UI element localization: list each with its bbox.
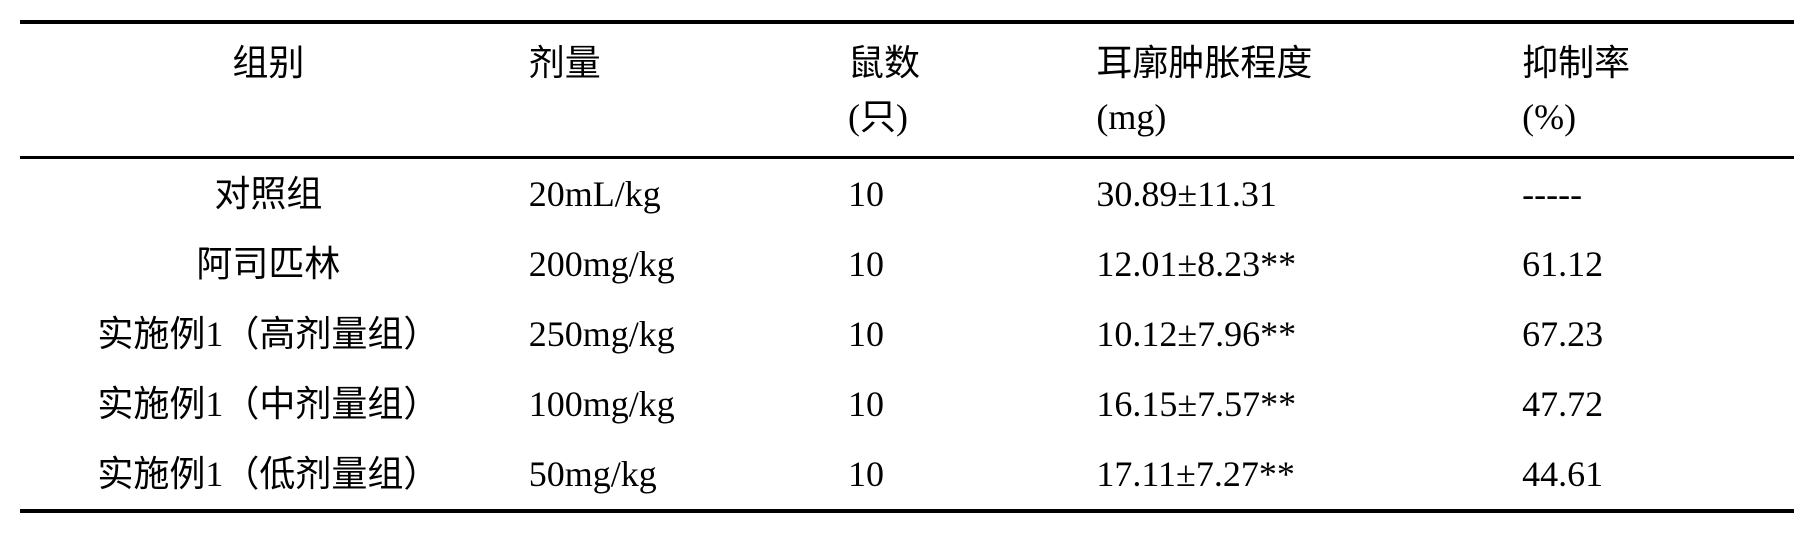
- cell-dose: 200mg/kg: [517, 229, 836, 299]
- data-table-container: 组别 剂量 鼠数 (只) 耳廓肿胀程度 (mg) 抑制率 (%): [20, 20, 1794, 513]
- cell-swelling: 12.01±8.23**: [1084, 229, 1510, 299]
- header-rate: 抑制率 (%): [1510, 22, 1794, 158]
- table-row: 对照组 20mL/kg 10 30.89±11.31 -----: [20, 158, 1794, 230]
- header-rate-label: 抑制率: [1522, 36, 1782, 90]
- table-row: 实施例1（低剂量组） 50mg/kg 10 17.11±7.27** 44.61: [20, 439, 1794, 511]
- header-row: 组别 剂量 鼠数 (只) 耳廓肿胀程度 (mg) 抑制率 (%): [20, 22, 1794, 158]
- cell-dose: 20mL/kg: [517, 158, 836, 230]
- cell-rate: 67.23: [1510, 299, 1794, 369]
- header-swelling-label: 耳廓肿胀程度: [1096, 36, 1498, 90]
- cell-rate: 47.72: [1510, 369, 1794, 439]
- table-row: 实施例1（中剂量组） 100mg/kg 10 16.15±7.57** 47.7…: [20, 369, 1794, 439]
- cell-dose: 100mg/kg: [517, 369, 836, 439]
- cell-count: 10: [836, 439, 1084, 511]
- table-body: 对照组 20mL/kg 10 30.89±11.31 ----- 阿司匹林 20…: [20, 158, 1794, 512]
- cell-swelling: 10.12±7.96**: [1084, 299, 1510, 369]
- cell-dose: 50mg/kg: [517, 439, 836, 511]
- header-rate-unit: (%): [1522, 90, 1782, 144]
- cell-swelling: 30.89±11.31: [1084, 158, 1510, 230]
- header-dose: 剂量: [517, 22, 836, 158]
- cell-count: 10: [836, 229, 1084, 299]
- cell-count: 10: [836, 158, 1084, 230]
- header-count: 鼠数 (只): [836, 22, 1084, 158]
- header-group: 组别: [20, 22, 517, 158]
- cell-rate: 61.12: [1510, 229, 1794, 299]
- table-row: 实施例1（高剂量组） 250mg/kg 10 10.12±7.96** 67.2…: [20, 299, 1794, 369]
- header-group-label: 组别: [32, 36, 505, 90]
- cell-dose: 250mg/kg: [517, 299, 836, 369]
- data-table: 组别 剂量 鼠数 (只) 耳廓肿胀程度 (mg) 抑制率 (%): [20, 20, 1794, 513]
- table-row: 阿司匹林 200mg/kg 10 12.01±8.23** 61.12: [20, 229, 1794, 299]
- cell-swelling: 16.15±7.57**: [1084, 369, 1510, 439]
- cell-rate: -----: [1510, 158, 1794, 230]
- cell-count: 10: [836, 299, 1084, 369]
- header-count-unit: (只): [848, 90, 1072, 144]
- cell-swelling: 17.11±7.27**: [1084, 439, 1510, 511]
- cell-group: 对照组: [20, 158, 517, 230]
- header-dose-label: 剂量: [529, 36, 824, 90]
- cell-count: 10: [836, 369, 1084, 439]
- cell-group: 实施例1（中剂量组）: [20, 369, 517, 439]
- header-swelling: 耳廓肿胀程度 (mg): [1084, 22, 1510, 158]
- cell-group: 阿司匹林: [20, 229, 517, 299]
- table-header: 组别 剂量 鼠数 (只) 耳廓肿胀程度 (mg) 抑制率 (%): [20, 22, 1794, 158]
- header-swelling-unit: (mg): [1096, 90, 1498, 144]
- cell-group: 实施例1（高剂量组）: [20, 299, 517, 369]
- header-count-label: 鼠数: [848, 36, 1072, 90]
- cell-group: 实施例1（低剂量组）: [20, 439, 517, 511]
- cell-rate: 44.61: [1510, 439, 1794, 511]
